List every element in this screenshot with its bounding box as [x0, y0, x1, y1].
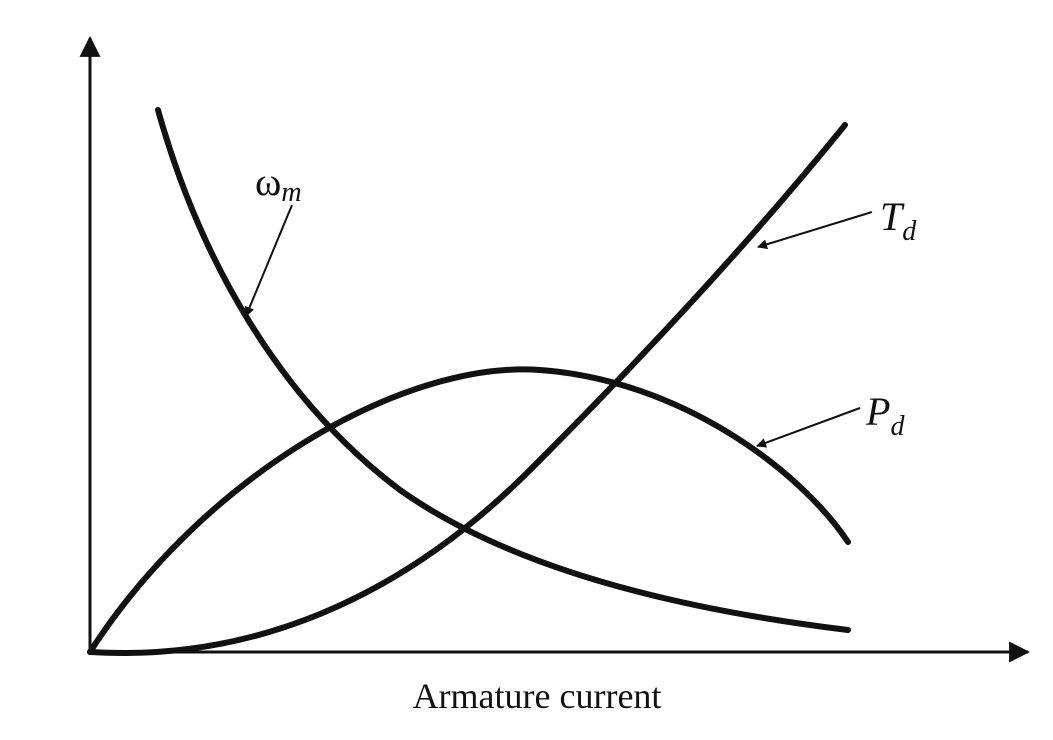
torque-curve [87, 122, 848, 656]
pointer [756, 407, 861, 448]
pointer [244, 204, 293, 317]
speed-curve [155, 107, 851, 633]
curve-label: ωm [255, 159, 302, 208]
curve-subscript: d [890, 411, 905, 442]
curve-subscript: m [281, 177, 301, 208]
curve-subscript: d [902, 216, 917, 247]
power-curve [87, 366, 851, 655]
curve-symbol: T [880, 194, 905, 239]
curve-symbol: ω [255, 159, 281, 204]
pointer [757, 211, 873, 250]
curve-label: Pd [865, 389, 905, 442]
curve-label: Td [880, 194, 917, 247]
x-axis-label: Armature current [413, 676, 662, 716]
curve-symbol: P [865, 389, 890, 434]
